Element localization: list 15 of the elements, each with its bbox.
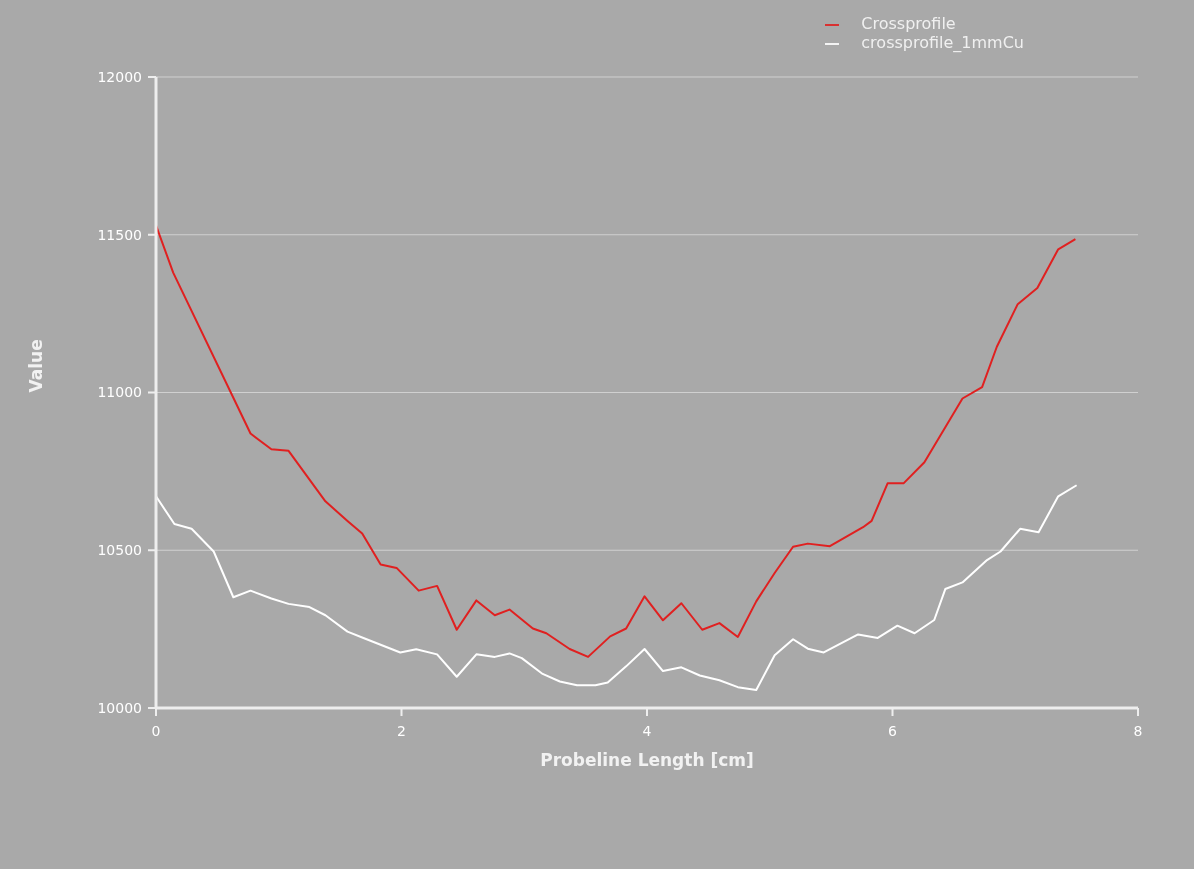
y-tick-label: 11500 — [97, 226, 142, 243]
legend-label: Crossprofile — [861, 14, 956, 33]
x-tick-label: 2 — [397, 722, 406, 739]
line-series — [156, 484, 1078, 692]
y-tick-label: 10000 — [97, 699, 142, 716]
y-tick-label: 12000 — [97, 68, 142, 85]
x-tick-label: 6 — [888, 722, 898, 739]
x-tick-label: 0 — [151, 722, 161, 739]
y-axis-title: Value — [26, 339, 47, 393]
y-tick-label: 11000 — [97, 384, 142, 401]
x-axis-title: Probeline Length [cm] — [540, 750, 754, 770]
y-tick-label: 10500 — [97, 542, 142, 559]
legend-label: crossprofile_1mmCu — [861, 33, 1024, 52]
x-tick-label: 4 — [642, 722, 652, 739]
x-tick-label: 8 — [1133, 722, 1143, 739]
